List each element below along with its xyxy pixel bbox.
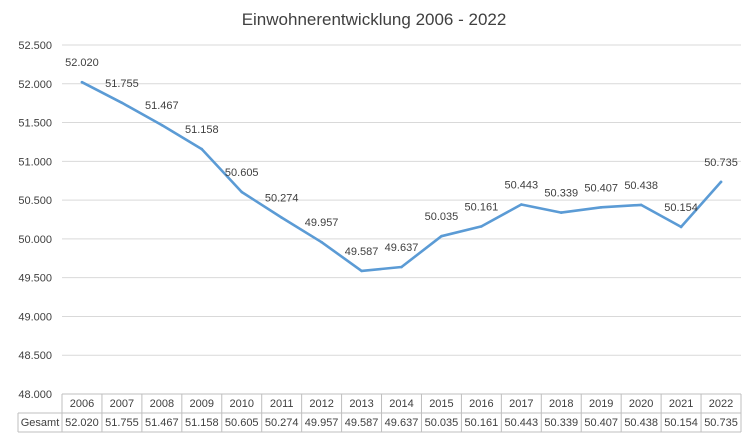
data-label: 50.274 bbox=[265, 193, 299, 205]
data-point bbox=[520, 203, 523, 206]
table-value-cell: 51.755 bbox=[105, 417, 139, 429]
data-label: 50.443 bbox=[504, 180, 538, 192]
data-point bbox=[599, 206, 603, 209]
table-value-cell: 50.605 bbox=[225, 417, 259, 429]
data-label: 50.161 bbox=[465, 201, 499, 213]
data-point bbox=[679, 225, 683, 229]
table-value-cell: 50.735 bbox=[704, 417, 738, 429]
data-label: 49.587 bbox=[345, 246, 379, 258]
data-point bbox=[80, 80, 84, 84]
data-table: 2006 2007 2008 2009 2010 2011 2012 2013 2014 2015… bbox=[17, 393, 742, 433]
y-tick-label: 51.500 bbox=[18, 118, 52, 130]
y-axis-tick-labels: 48.000 48.500 49.000 49.500 50.000 50.500 51.0… bbox=[18, 40, 52, 401]
data-label: 51.158 bbox=[185, 124, 219, 136]
series-line-layer bbox=[80, 80, 723, 273]
table-value-cell: 50.035 bbox=[425, 417, 459, 429]
table-value-cell: 52.020 bbox=[65, 417, 99, 429]
data-label: 50.035 bbox=[425, 211, 459, 223]
x-tick-label: 2007 bbox=[110, 398, 134, 410]
chart-title: Einwohnerentwicklung 2006 - 2022 bbox=[242, 10, 507, 29]
data-point bbox=[639, 203, 643, 207]
table-value-cell: 50.339 bbox=[544, 417, 578, 429]
table-value-cell: 50.443 bbox=[504, 417, 538, 429]
data-point bbox=[360, 269, 363, 273]
data-point bbox=[559, 211, 563, 214]
table-value-cell: 50.407 bbox=[584, 417, 618, 429]
table-value-cell: 49.587 bbox=[345, 417, 379, 429]
x-tick-label: 2012 bbox=[309, 398, 333, 410]
data-label: 50.154 bbox=[664, 202, 698, 214]
y-tick-label: 50.000 bbox=[18, 234, 52, 246]
data-point bbox=[160, 123, 164, 127]
data-label: 50.339 bbox=[544, 188, 578, 200]
x-tick-label: 2018 bbox=[549, 398, 573, 410]
data-label: 52.020 bbox=[65, 57, 99, 69]
x-tick-label: 2017 bbox=[509, 398, 533, 410]
data-label: 50.438 bbox=[624, 180, 658, 192]
y-tick-label: 48.000 bbox=[18, 389, 52, 401]
x-tick-label: 2010 bbox=[229, 398, 253, 410]
data-label: 49.637 bbox=[385, 242, 419, 254]
data-label: 50.605 bbox=[225, 167, 259, 179]
x-tick-label: 2016 bbox=[469, 398, 493, 410]
x-tick-label: 2006 bbox=[70, 398, 94, 410]
gridlines bbox=[62, 44, 741, 356]
table-value-cell: 50.154 bbox=[664, 417, 698, 429]
data-label: 51.755 bbox=[105, 78, 139, 90]
x-tick-label: 2022 bbox=[709, 398, 733, 410]
data-point bbox=[280, 216, 283, 219]
y-tick-label: 51.000 bbox=[18, 156, 52, 168]
y-tick-label: 49.500 bbox=[18, 273, 52, 285]
data-label-layer: 52.020 51.755 51.467 51.158 50.605 50.274 49.9… bbox=[65, 57, 738, 258]
y-tick-label: 52.000 bbox=[18, 79, 52, 91]
x-tick-label: 2021 bbox=[669, 398, 693, 410]
table-value-cell: 51.467 bbox=[145, 417, 179, 429]
data-point bbox=[400, 265, 403, 269]
x-tick-label: 2019 bbox=[589, 398, 613, 410]
x-tick-label: 2013 bbox=[349, 398, 373, 410]
data-point bbox=[440, 234, 443, 238]
table-value-cell: 51.158 bbox=[185, 417, 219, 429]
data-point bbox=[240, 190, 244, 194]
y-tick-label: 52.500 bbox=[18, 40, 52, 52]
table-series-name: Gesamt bbox=[21, 417, 60, 429]
data-label: 51.467 bbox=[145, 100, 179, 112]
x-tick-label: 2020 bbox=[629, 398, 653, 410]
data-label: 50.407 bbox=[584, 182, 618, 194]
x-tick-label: 2015 bbox=[429, 398, 453, 410]
table-value-cell: 49.637 bbox=[385, 417, 419, 429]
y-tick-label: 48.500 bbox=[18, 350, 52, 362]
table-value-cell: 50.161 bbox=[465, 417, 499, 429]
data-point bbox=[120, 101, 124, 105]
table-value-cell: 50.274 bbox=[265, 417, 299, 429]
y-tick-label: 50.500 bbox=[18, 195, 52, 207]
data-point bbox=[200, 147, 204, 151]
x-tick-label: 2011 bbox=[270, 398, 294, 410]
x-tick-label: 2009 bbox=[190, 398, 214, 410]
x-tick-label: 2014 bbox=[389, 398, 413, 410]
y-tick-label: 49.000 bbox=[18, 311, 52, 323]
data-label: 50.735 bbox=[704, 157, 738, 169]
data-point bbox=[719, 180, 723, 184]
data-point bbox=[320, 240, 323, 244]
data-point bbox=[480, 225, 483, 228]
table-value-cell: 50.438 bbox=[624, 417, 658, 429]
data-label: 49.957 bbox=[305, 217, 339, 229]
table-value-cell: 49.957 bbox=[305, 417, 339, 429]
x-tick-label: 2008 bbox=[150, 398, 174, 410]
